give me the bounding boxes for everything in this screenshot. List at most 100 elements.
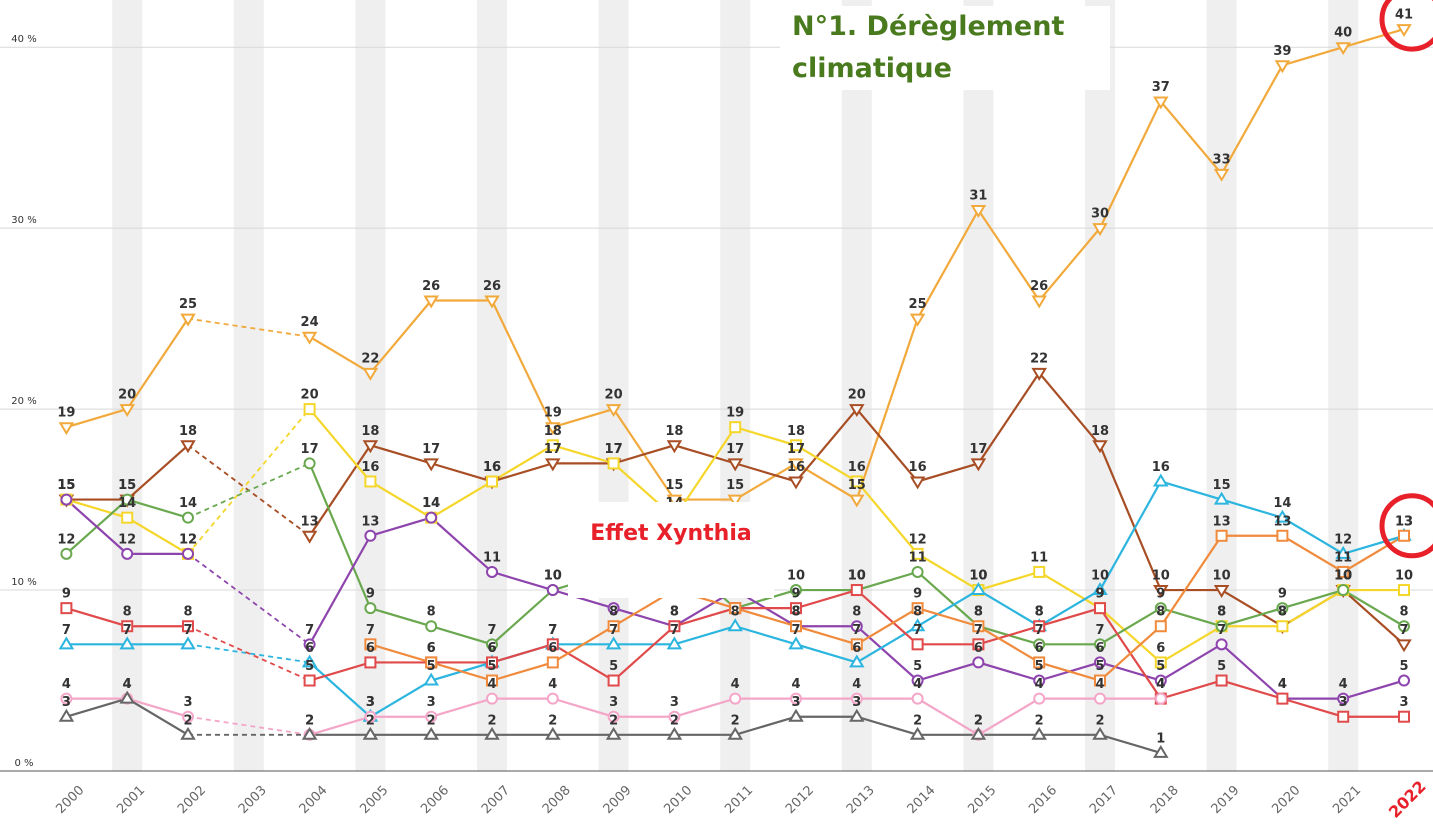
- data-label: 8: [974, 605, 983, 620]
- data-label: 8: [791, 605, 800, 620]
- marker: [727, 618, 743, 632]
- data-label: 7: [1095, 623, 1104, 638]
- marker: [486, 565, 498, 578]
- data-label: 5: [1217, 659, 1226, 674]
- column-stripe: [1328, 0, 1359, 771]
- data-label: 7: [852, 623, 861, 638]
- data-label: 18: [544, 424, 562, 439]
- marker: [970, 458, 987, 472]
- marker: [486, 692, 498, 705]
- data-label: 3: [1339, 695, 1348, 710]
- marker: [182, 547, 194, 560]
- data-label: 10: [969, 569, 987, 584]
- data-label: 15: [57, 478, 75, 493]
- data-label: 2: [1095, 713, 1104, 728]
- marker: [364, 529, 377, 542]
- marker: [1213, 491, 1230, 505]
- marker: [790, 620, 802, 633]
- data-label: 16: [848, 460, 866, 475]
- data-label: 10: [544, 569, 562, 584]
- marker: [58, 708, 75, 722]
- marker: [121, 620, 134, 633]
- marker: [1154, 656, 1167, 669]
- data-label: 13: [1273, 514, 1291, 529]
- gap-bridge: [187, 408, 311, 555]
- data-label: 3: [366, 695, 375, 710]
- data-label: 26: [483, 279, 501, 294]
- marker: [911, 602, 924, 615]
- marker: [486, 656, 498, 669]
- data-label: 2: [305, 713, 314, 728]
- data-label: 3: [1399, 695, 1408, 710]
- marker: [301, 726, 318, 740]
- highlight-ring: [1379, 0, 1433, 52]
- data-label: 4: [1339, 677, 1348, 692]
- data-label: 5: [1095, 659, 1104, 674]
- marker: [729, 692, 742, 705]
- data-label: 17: [605, 442, 623, 457]
- data-label: 7: [1399, 623, 1408, 638]
- data-label: 3: [852, 695, 861, 710]
- data-label: 15: [665, 478, 683, 493]
- marker: [1398, 620, 1410, 633]
- data-label: 8: [427, 605, 436, 620]
- data-label: 6: [427, 641, 436, 656]
- marker: [729, 421, 742, 434]
- data-label: 5: [913, 659, 922, 674]
- x-tick-label: 2007: [479, 783, 513, 817]
- marker: [1213, 585, 1230, 598]
- marker: [668, 620, 681, 633]
- marker: [423, 458, 439, 472]
- data-label: 2: [974, 713, 983, 728]
- marker: [546, 638, 559, 651]
- marker: [1092, 726, 1108, 740]
- data-label: 8: [183, 605, 192, 620]
- marker: [301, 331, 318, 345]
- marker: [1094, 656, 1106, 669]
- data-label: 4: [1278, 677, 1287, 692]
- marker: [119, 404, 135, 418]
- marker: [60, 692, 73, 705]
- x-tick-label: 2011: [722, 783, 756, 817]
- marker: [425, 710, 438, 723]
- data-label: 15: [118, 478, 136, 493]
- data-label: 14: [118, 496, 136, 511]
- marker: [729, 602, 742, 615]
- marker: [1153, 96, 1169, 110]
- marker: [607, 674, 620, 687]
- data-label: 14: [1273, 496, 1291, 511]
- marker: [484, 726, 500, 740]
- data-label: 8: [852, 605, 861, 620]
- data-label: 2: [427, 713, 436, 728]
- marker: [121, 547, 134, 560]
- gap-bridge: [187, 462, 310, 519]
- x-tick-label: 2016: [1026, 783, 1060, 817]
- marker: [1153, 744, 1169, 758]
- data-label: 8: [1278, 605, 1287, 620]
- marker: [788, 636, 804, 650]
- data-label: 16: [483, 460, 501, 475]
- data-label: 10: [1091, 569, 1109, 584]
- data-label: 11: [1030, 550, 1048, 565]
- marker: [180, 440, 196, 454]
- data-label: 16: [483, 460, 501, 475]
- x-tick-label: 2017: [1087, 783, 1121, 817]
- marker: [180, 636, 196, 650]
- marker: [303, 638, 316, 651]
- marker: [911, 674, 924, 687]
- data-label: 10: [969, 569, 987, 584]
- data-label: 9: [913, 587, 922, 602]
- data-label: 8: [1156, 605, 1165, 620]
- data-label: 6: [487, 641, 496, 656]
- marker: [790, 584, 802, 597]
- data-label: 7: [609, 623, 618, 638]
- marker: [727, 726, 743, 740]
- marker: [364, 638, 377, 651]
- marker: [909, 618, 926, 632]
- data-label: 15: [848, 478, 866, 493]
- x-tick-label: 2003: [236, 783, 270, 817]
- data-label: 8: [670, 605, 679, 620]
- marker: [546, 692, 559, 705]
- data-label: 3: [609, 695, 618, 710]
